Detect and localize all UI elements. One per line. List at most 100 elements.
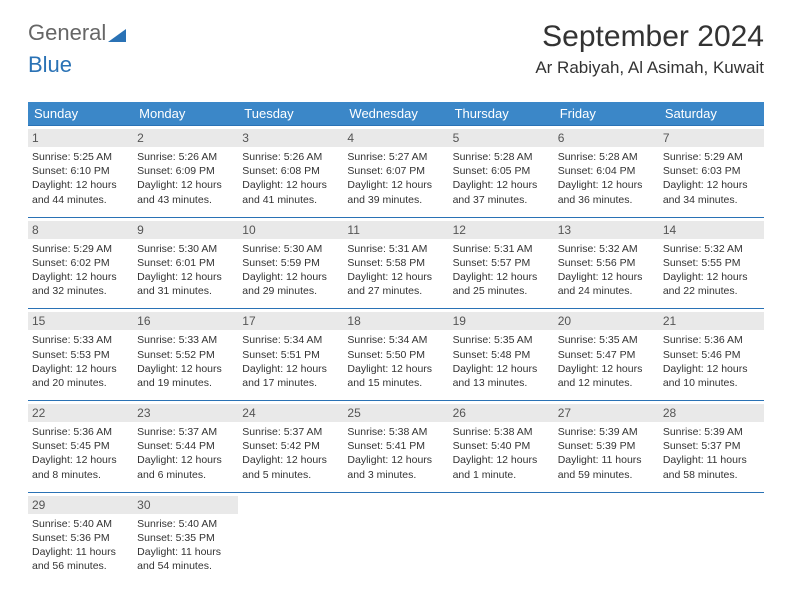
daylight-text: Daylight: 11 hours and 56 minutes. [32,545,129,573]
day-number: 5 [449,129,554,147]
calendar-week-row: 1Sunrise: 5:25 AMSunset: 6:10 PMDaylight… [28,126,764,218]
sunrise-text: Sunrise: 5:27 AM [347,150,444,164]
sunset-text: Sunset: 5:53 PM [32,348,129,362]
daylight-text: Daylight: 12 hours and 41 minutes. [242,178,339,206]
sunset-text: Sunset: 5:59 PM [242,256,339,270]
calendar-day-cell: 12Sunrise: 5:31 AMSunset: 5:57 PMDayligh… [449,217,554,309]
day-details: Sunrise: 5:27 AMSunset: 6:07 PMDaylight:… [347,150,444,207]
day-number: 14 [659,221,764,239]
calendar-day-cell: 5Sunrise: 5:28 AMSunset: 6:05 PMDaylight… [449,126,554,218]
sunset-text: Sunset: 6:01 PM [137,256,234,270]
sunset-text: Sunset: 5:52 PM [137,348,234,362]
calendar-day-cell: 7Sunrise: 5:29 AMSunset: 6:03 PMDaylight… [659,126,764,218]
sunset-text: Sunset: 5:47 PM [558,348,655,362]
daylight-text: Daylight: 12 hours and 8 minutes. [32,453,129,481]
sunrise-text: Sunrise: 5:35 AM [453,333,550,347]
daylight-text: Daylight: 12 hours and 32 minutes. [32,270,129,298]
sunrise-text: Sunrise: 5:32 AM [663,242,760,256]
day-number: 13 [554,221,659,239]
calendar-day-cell: 23Sunrise: 5:37 AMSunset: 5:44 PMDayligh… [133,401,238,493]
sunrise-text: Sunrise: 5:40 AM [137,517,234,531]
calendar-day-cell: 14 Sunrise: 5:32 AMSunset: 5:55 PMDayligh… [659,217,764,309]
calendar-week-row: 22 Sunrise: 5:36 AMSunset: 5:45 PMDayligh… [28,401,764,493]
day-details: Sunrise: 5:29 AMSunset: 6:03 PMDaylight:… [663,150,760,207]
day-number: 27 [554,404,659,422]
sunrise-text: Sunrise: 5:28 AM [558,150,655,164]
sunset-text: Sunset: 5:37 PM [663,439,760,453]
sunset-text: Sunset: 6:05 PM [453,164,550,178]
sunrise-text: Sunrise: 5:34 AM [347,333,444,347]
day-number: 10 [238,221,343,239]
day-number: 28 [659,404,764,422]
calendar-day-cell: 10 Sunrise: 5:30 AMSunset: 5:59 PMDayligh… [238,217,343,309]
sunset-text: Sunset: 6:07 PM [347,164,444,178]
day-details: Sunrise: 5:30 AMSunset: 5:59 PMDaylight:… [242,242,339,299]
calendar-day-cell: 29Sunrise: 5:40 AMSunset: 5:36 PMDayligh… [28,492,133,583]
day-number: 30 [133,496,238,514]
day-number: 21 [659,312,764,330]
day-number: 19 [449,312,554,330]
day-details: Sunrise: 5:37 AMSunset: 5:42 PMDaylight:… [242,425,339,482]
daylight-text: Daylight: 12 hours and 3 minutes. [347,453,444,481]
calendar-day-cell: 4 Sunrise: 5:27 AMSunset: 6:07 PMDaylight… [343,126,448,218]
sunset-text: Sunset: 5:36 PM [32,531,129,545]
day-details: Sunrise: 5:38 AMSunset: 5:40 PMDaylight:… [453,425,550,482]
calendar-day-cell: 28Sunrise: 5:39 AMSunset: 5:37 PMDayligh… [659,401,764,493]
daylight-text: Daylight: 12 hours and 6 minutes. [137,453,234,481]
calendar-day-cell: 6Sunrise: 5:28 AMSunset: 6:04 PMDaylight… [554,126,659,218]
day-number: 16 [133,312,238,330]
logo: General [28,20,126,46]
sunrise-text: Sunrise: 5:37 AM [242,425,339,439]
sunset-text: Sunset: 5:35 PM [137,531,234,545]
daylight-text: Daylight: 12 hours and 5 minutes. [242,453,339,481]
weekday-header: Tuesday [238,102,343,126]
calendar-table: SundayMondayTuesdayWednesdayThursdayFrid… [28,102,764,583]
day-number: 17 [238,312,343,330]
day-details: Sunrise: 5:32 AMSunset: 5:55 PMDaylight:… [663,242,760,299]
calendar-day-cell [554,492,659,583]
day-number: 4 [343,129,448,147]
page-title: September 2024 [535,20,764,54]
logo-text-1: General [28,20,106,46]
daylight-text: Daylight: 11 hours and 54 minutes. [137,545,234,573]
daylight-text: Daylight: 12 hours and 34 minutes. [663,178,760,206]
day-details: Sunrise: 5:38 AMSunset: 5:41 PMDaylight:… [347,425,444,482]
calendar-day-cell: 25Sunrise: 5:38 AMSunset: 5:41 PMDayligh… [343,401,448,493]
sunrise-text: Sunrise: 5:33 AM [32,333,129,347]
daylight-text: Daylight: 12 hours and 27 minutes. [347,270,444,298]
calendar-day-cell: 11Sunrise: 5:31 AMSunset: 5:58 PMDayligh… [343,217,448,309]
day-details: Sunrise: 5:35 AMSunset: 5:47 PMDaylight:… [558,333,655,390]
sunrise-text: Sunrise: 5:39 AM [663,425,760,439]
weekday-header: Saturday [659,102,764,126]
sunset-text: Sunset: 6:10 PM [32,164,129,178]
calendar-day-cell: 17Sunrise: 5:34 AMSunset: 5:51 PMDayligh… [238,309,343,401]
weekday-header: Friday [554,102,659,126]
day-number: 22 [28,404,133,422]
daylight-text: Daylight: 12 hours and 19 minutes. [137,362,234,390]
sunset-text: Sunset: 5:44 PM [137,439,234,453]
sunset-text: Sunset: 5:45 PM [32,439,129,453]
day-details: Sunrise: 5:36 AMSunset: 5:46 PMDaylight:… [663,333,760,390]
day-number: 24 [238,404,343,422]
calendar-week-row: 29Sunrise: 5:40 AMSunset: 5:36 PMDayligh… [28,492,764,583]
sunrise-text: Sunrise: 5:31 AM [453,242,550,256]
weekday-header: Sunday [28,102,133,126]
day-number: 3 [238,129,343,147]
sunset-text: Sunset: 5:50 PM [347,348,444,362]
sunset-text: Sunset: 6:02 PM [32,256,129,270]
calendar-day-cell [238,492,343,583]
sunrise-text: Sunrise: 5:26 AM [242,150,339,164]
sunrise-text: Sunrise: 5:26 AM [137,150,234,164]
sunrise-text: Sunrise: 5:38 AM [347,425,444,439]
daylight-text: Daylight: 12 hours and 43 minutes. [137,178,234,206]
day-number: 1 [28,129,133,147]
day-number: 8 [28,221,133,239]
day-details: Sunrise: 5:36 AMSunset: 5:45 PMDaylight:… [32,425,129,482]
calendar-day-cell [659,492,764,583]
daylight-text: Daylight: 12 hours and 39 minutes. [347,178,444,206]
daylight-text: Daylight: 12 hours and 15 minutes. [347,362,444,390]
calendar-day-cell: 27Sunrise: 5:39 AMSunset: 5:39 PMDayligh… [554,401,659,493]
day-details: Sunrise: 5:28 AMSunset: 6:04 PMDaylight:… [558,150,655,207]
daylight-text: Daylight: 12 hours and 29 minutes. [242,270,339,298]
day-details: Sunrise: 5:26 AMSunset: 6:08 PMDaylight:… [242,150,339,207]
